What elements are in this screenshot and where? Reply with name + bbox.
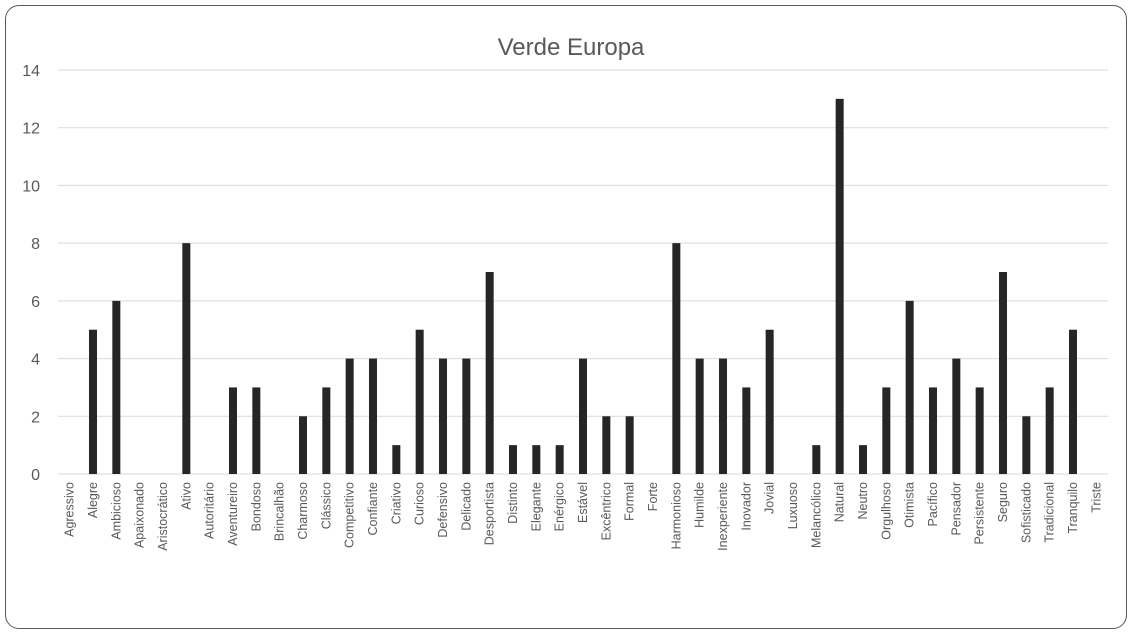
bar: [415, 329, 424, 474]
x-tick-label: Autoritário: [203, 482, 217, 539]
x-tick-label: Delicado: [459, 482, 473, 531]
x-tick-label: Agressivo: [63, 482, 77, 537]
x-tick-label: Orgulhoso: [879, 482, 893, 540]
bar: [532, 445, 541, 474]
x-tick-label: Enérgico: [553, 482, 567, 531]
x-tick-label: Jovial: [763, 482, 777, 514]
y-tick-label: 2: [31, 409, 40, 426]
x-tick-label: Bondoso: [249, 482, 263, 531]
x-tick-label: Otimista: [903, 482, 917, 528]
x-tick-label: Melancólico: [809, 482, 823, 548]
x-tick-label: Elegante: [529, 482, 543, 531]
bar: [485, 272, 494, 474]
bar: [999, 272, 1007, 474]
x-tick-label: Ativo: [179, 482, 193, 510]
bar: [882, 387, 891, 474]
x-tick-label: Charmoso: [296, 482, 310, 540]
y-tick-label: 12: [22, 121, 40, 138]
bar: [672, 243, 681, 474]
x-tick-label: Alegre: [86, 482, 100, 518]
bar: [742, 387, 751, 474]
bar: [112, 300, 121, 474]
x-tick-label: Pensador: [949, 482, 963, 536]
y-tick-label: 14: [22, 63, 40, 80]
x-tick-label: Desportista: [483, 482, 497, 545]
y-tick-label: 10: [22, 178, 40, 195]
y-tick-label: 8: [31, 236, 40, 253]
bar: [299, 416, 307, 474]
bar: [835, 98, 844, 474]
chart-frame: [5, 5, 1127, 629]
x-tick-label: Humilde: [693, 482, 707, 528]
bar: [345, 358, 354, 474]
x-tick-label: Aristocrático: [156, 482, 170, 551]
bars: [89, 98, 1077, 474]
bar: [392, 445, 401, 474]
x-axis-ticks: Agressivo Alegre Ambicioso Apaixonado Aristo…: [63, 482, 1104, 551]
x-tick-label: Persistente: [973, 482, 987, 545]
x-tick-label: Tradicional: [1043, 482, 1057, 543]
x-tick-label: Curioso: [413, 482, 427, 525]
x-tick-label: Inexperiente: [716, 482, 730, 551]
bar: [812, 445, 821, 474]
x-tick-label: Luxuoso: [786, 482, 800, 529]
x-tick-label: Distinto: [506, 482, 520, 524]
y-axis-ticks: 0 2 4 6 8 10 12 14: [22, 63, 40, 484]
bar: [1069, 329, 1077, 474]
x-tick-label: Clássico: [319, 482, 333, 529]
bar: [765, 329, 774, 474]
x-tick-label: Confiante: [366, 482, 380, 536]
bar: [182, 243, 191, 474]
bar: [579, 358, 587, 474]
bar: [719, 358, 727, 474]
x-tick-label: Criativo: [389, 482, 403, 524]
bar: [462, 358, 471, 474]
x-tick-label: Aventureiro: [226, 482, 240, 546]
bar: [322, 387, 331, 474]
x-tick-label: Inovador: [739, 482, 753, 531]
x-tick-label: Defensivo: [436, 482, 450, 538]
x-tick-label: Competitivo: [343, 482, 357, 548]
x-tick-label: Pacífico: [926, 482, 940, 527]
y-tick-label: 6: [31, 294, 40, 311]
x-tick-label: Estável: [576, 482, 590, 523]
x-tick-label: Sofisticado: [1019, 482, 1033, 543]
bar: [975, 387, 984, 474]
bar: [602, 416, 611, 474]
bar: [252, 387, 261, 474]
bar: [509, 445, 517, 474]
x-tick-label: Seguro: [996, 482, 1010, 522]
bar: [89, 329, 97, 474]
x-tick-label: Formal: [623, 482, 637, 521]
x-tick-label: Forte: [646, 482, 660, 511]
x-tick-label: Triste: [1089, 482, 1103, 513]
x-tick-label: Neutro: [856, 482, 870, 520]
bar: [369, 358, 377, 474]
bar: [929, 387, 937, 474]
bar: [1045, 387, 1054, 474]
bar: [555, 445, 564, 474]
bar: [1022, 416, 1031, 474]
x-tick-label: Excêntrico: [599, 482, 613, 540]
bar: [229, 387, 237, 474]
y-tick-label: 4: [31, 352, 40, 369]
y-tick-label: 0: [31, 467, 40, 484]
bar: [859, 445, 867, 474]
bar: [952, 358, 961, 474]
x-tick-label: Brincalhão: [273, 482, 287, 541]
x-tick-label: Harmonioso: [669, 482, 683, 549]
x-tick-label: Apaixonado: [133, 482, 147, 548]
x-tick-label: Natural: [833, 482, 847, 522]
bar: [439, 358, 447, 474]
x-tick-label: Ambicioso: [109, 482, 123, 540]
chart-title: Verde Europa: [498, 34, 645, 61]
bar: [625, 416, 634, 474]
bar: [905, 300, 914, 474]
x-tick-label: Tranquilo: [1066, 482, 1080, 534]
bar: [695, 358, 704, 474]
